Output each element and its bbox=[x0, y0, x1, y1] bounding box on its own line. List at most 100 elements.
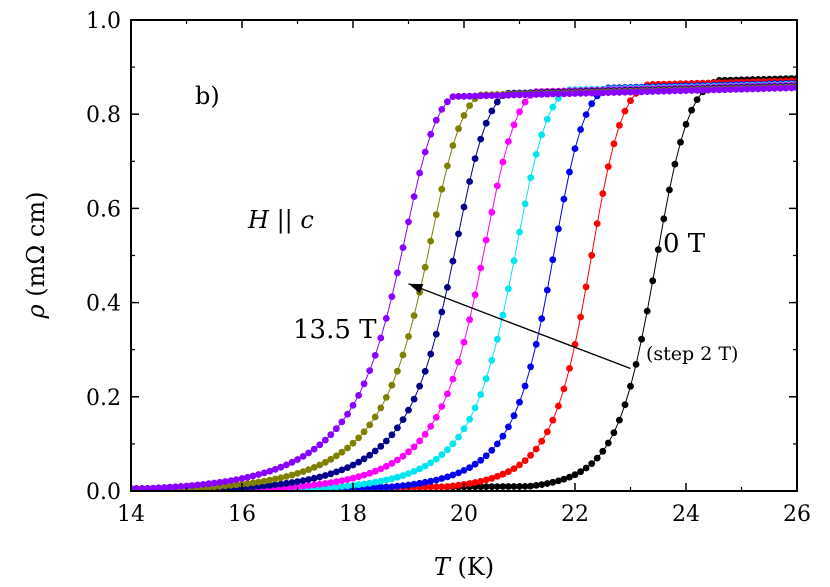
x-tick-label: 26 bbox=[783, 502, 811, 527]
data-point bbox=[444, 98, 451, 106]
data-point bbox=[604, 89, 612, 96]
data-point bbox=[144, 484, 151, 491]
data-point bbox=[283, 473, 290, 480]
data-point bbox=[682, 120, 690, 128]
data-point bbox=[588, 89, 596, 97]
data-point bbox=[616, 88, 623, 96]
data-point bbox=[788, 84, 795, 92]
data-point bbox=[438, 483, 446, 491]
data-point bbox=[571, 90, 579, 97]
data-point bbox=[765, 85, 773, 92]
data-point bbox=[632, 361, 640, 368]
data-point bbox=[316, 441, 324, 449]
data-point bbox=[449, 257, 457, 265]
data-point bbox=[399, 482, 407, 489]
data-point bbox=[371, 447, 379, 455]
data-point bbox=[449, 471, 457, 479]
data-point bbox=[566, 473, 573, 481]
data-point bbox=[693, 87, 701, 94]
data-point bbox=[360, 455, 368, 463]
data-point bbox=[360, 428, 368, 436]
data-point bbox=[782, 84, 790, 92]
data-point bbox=[338, 448, 346, 456]
x-tick-label: 18 bbox=[339, 502, 367, 527]
data-point bbox=[321, 436, 329, 444]
data-point bbox=[643, 307, 651, 315]
data-point bbox=[449, 482, 457, 490]
data-point bbox=[388, 459, 396, 467]
data-point bbox=[405, 406, 412, 414]
data-point bbox=[277, 474, 285, 482]
data-point bbox=[693, 96, 701, 103]
data-point bbox=[338, 477, 346, 484]
data-point bbox=[355, 481, 362, 489]
data-point bbox=[221, 478, 229, 485]
data-point bbox=[521, 91, 529, 99]
data-point bbox=[466, 178, 473, 185]
data-point bbox=[260, 477, 268, 485]
data-point bbox=[482, 483, 490, 490]
data-point bbox=[532, 340, 540, 348]
data-point bbox=[371, 483, 379, 491]
data-point bbox=[632, 88, 640, 96]
data-point bbox=[482, 375, 490, 383]
data-point bbox=[760, 85, 768, 93]
data-point bbox=[405, 481, 412, 489]
data-point bbox=[510, 412, 518, 420]
data-point bbox=[549, 103, 557, 111]
data-point bbox=[538, 315, 546, 322]
data-point bbox=[432, 483, 440, 491]
data-point bbox=[394, 482, 401, 490]
data-point bbox=[560, 90, 568, 98]
data-point bbox=[488, 208, 496, 216]
data-point bbox=[488, 92, 496, 99]
x-axis-title: T (K) bbox=[434, 553, 494, 581]
data-point bbox=[299, 477, 307, 484]
data-point bbox=[566, 90, 573, 97]
data-point bbox=[682, 87, 690, 94]
data-point bbox=[405, 218, 412, 226]
data-point bbox=[571, 145, 579, 153]
data-point bbox=[627, 97, 634, 105]
data-point bbox=[777, 84, 784, 92]
data-point bbox=[566, 365, 573, 372]
data-point bbox=[188, 482, 196, 489]
data-point bbox=[138, 485, 146, 491]
data-point bbox=[444, 162, 451, 170]
data-point bbox=[333, 452, 340, 460]
data-point bbox=[305, 482, 312, 489]
data-point bbox=[499, 432, 507, 440]
field-arrow bbox=[408, 283, 631, 370]
data-point bbox=[510, 257, 518, 265]
data-point bbox=[510, 91, 518, 99]
data-point bbox=[460, 112, 468, 119]
tick-layer: 14 16 18 20 22 24 26 0.0 0.2 0.4 0.6 0.8 1.0 bbox=[86, 9, 811, 527]
data-point bbox=[227, 477, 235, 484]
data-point bbox=[377, 442, 385, 450]
data-point bbox=[416, 169, 423, 177]
data-point bbox=[582, 89, 590, 97]
data-point bbox=[316, 480, 324, 488]
data-point bbox=[382, 315, 390, 322]
data-point bbox=[621, 401, 629, 409]
data-point bbox=[499, 311, 507, 319]
data-point bbox=[649, 88, 657, 95]
data-point bbox=[294, 456, 301, 463]
data-point bbox=[543, 115, 551, 123]
data-point bbox=[427, 350, 435, 358]
data-point bbox=[432, 330, 440, 338]
data-point bbox=[527, 363, 534, 371]
data-point bbox=[405, 448, 412, 456]
y-axis-title: ρ (mΩ cm) bbox=[22, 192, 50, 320]
data-point bbox=[205, 480, 213, 488]
data-point bbox=[471, 291, 479, 299]
data-point bbox=[344, 444, 351, 452]
data-point bbox=[555, 402, 562, 410]
data-point bbox=[421, 462, 429, 470]
data-point bbox=[593, 89, 601, 97]
data-point bbox=[444, 390, 451, 398]
data-point bbox=[555, 225, 562, 233]
data-point bbox=[360, 471, 368, 479]
y-axis-title-symbol: ρ bbox=[22, 304, 50, 319]
